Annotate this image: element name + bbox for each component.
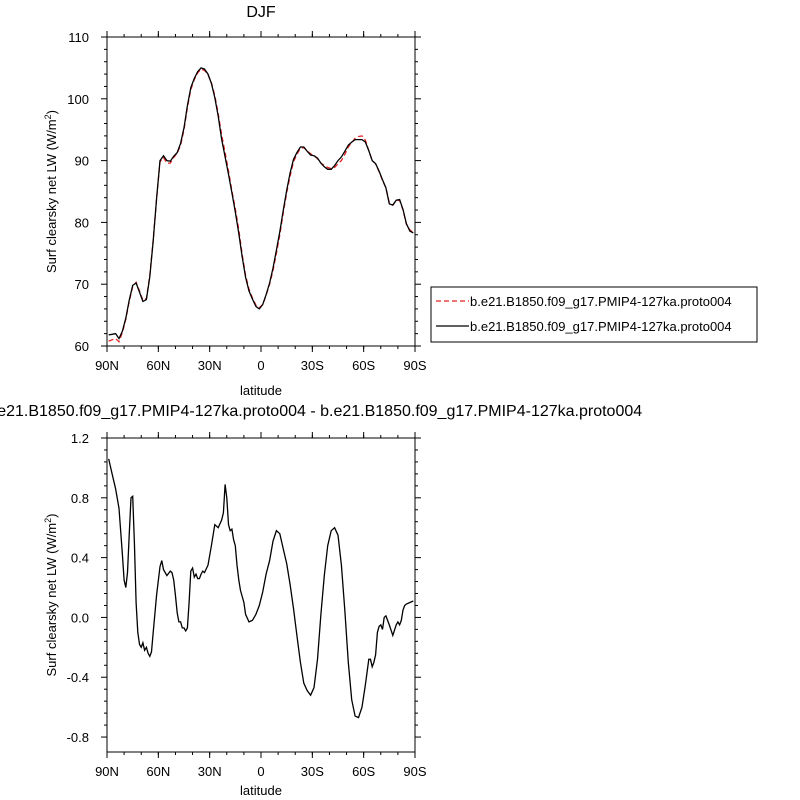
y-tick-label: 0.8 [71,491,89,506]
chart-panel-2: b.e21.B1850.f09_g17.PMIP4-127ka.proto004… [0,403,642,798]
y-tick-label: 90 [75,154,89,169]
series-line-2 [108,67,414,340]
x-tick-label: 30S [301,358,324,373]
x-tick-label: 60N [146,358,170,373]
y-tick-label: 100 [67,92,89,107]
legend-box [430,286,758,343]
series-line-1 [108,458,414,719]
x-tick-label: 30S [301,764,324,779]
y-tick-label: 60 [75,339,89,354]
y-axis-label-end: ) [44,110,59,114]
series-line-1 [108,68,414,343]
y-tick-label: 110 [68,30,89,45]
x-tick-label: 30N [198,764,222,779]
y-tick-label: -0.8 [67,730,89,745]
y-axis-label-end: ) [44,514,59,518]
legend-label-2: b.e21.B1850.f09_g17.PMIP4-127ka.proto004 [470,319,732,334]
x-tick-label: 60S [352,764,375,779]
x-tick-label: 60S [352,358,375,373]
legend-label-1: b.e21.B1850.f09_g17.PMIP4-127ka.proto004 [470,294,732,309]
y-axis-label-superscript: 2 [43,518,53,523]
y-tick-label: 70 [75,277,89,292]
y-axis-label: Surf clearsky net LW (W/m2) [43,110,59,273]
y-tick-label: 0.4 [71,551,89,566]
plot-frame [106,437,416,753]
y-axis-label-superscript: 2 [43,114,53,119]
x-tick-label: 90S [403,764,426,779]
y-tick-label: 80 [75,215,89,230]
y-axis-label: Surf clearsky net LW (W/m2) [43,514,59,677]
x-axis-label: latitude [240,383,282,398]
series-group [108,67,414,343]
chart-title: b.e21.B1850.f09_g17.PMIP4-127ka.proto004… [0,403,642,420]
x-tick-label: 30N [198,358,222,373]
legend: b.e21.B1850.f09_g17.PMIP4-127ka.proto004… [430,286,758,343]
series-group [108,458,414,719]
chart-title: DJF [246,4,276,21]
x-axis-label: latitude [240,783,282,798]
x-tick-label: 0 [257,358,264,373]
y-tick-label: 1.2 [71,431,89,446]
y-tick-label: 0.0 [71,610,89,625]
y-axis-label-main: Surf clearsky net LW (W/m [44,523,59,677]
y-tick-label: -0.4 [67,670,89,685]
x-tick-label: 90N [95,358,119,373]
x-tick-label: 90N [95,764,119,779]
plot-frame [106,36,416,347]
chart-panel-1: DJF 90N 60N 30N 0 30S 60S 90S 60 70 80 90 100 110 lati… [43,4,758,398]
y-axis-label-main: Surf clearsky net LW (W/m [44,119,59,273]
x-tick-label: 90S [403,358,426,373]
x-tick-label: 0 [257,764,264,779]
x-tick-label: 60N [146,764,170,779]
